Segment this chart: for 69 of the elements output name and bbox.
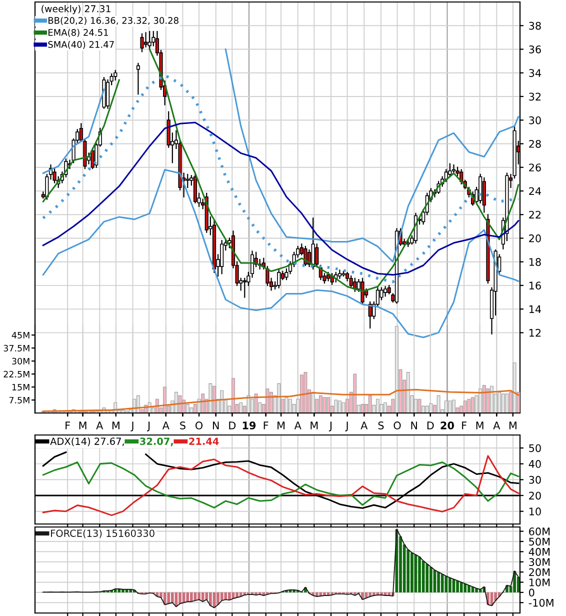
x-tick-label: M (476, 422, 484, 430)
x-tick-label: J (328, 422, 332, 432)
x-tick-label: A (493, 422, 500, 430)
x-tick-label: M (310, 422, 318, 430)
y-tick-label: 40 (528, 460, 541, 468)
x-tick-label: M (278, 422, 285, 430)
y-tick-label: 20 (529, 492, 541, 500)
x-tick-label: 19 (242, 422, 256, 430)
legend-label: ADX(14) 27.67, (50, 437, 124, 446)
y-tick-label: 36 (529, 45, 541, 54)
y-tick-label: 10 (529, 508, 541, 516)
y-tick-label: 26 (529, 164, 541, 172)
x-tick-label: S (378, 422, 384, 430)
x-tick-label: A (96, 422, 104, 430)
y-tick-label: 0 (529, 588, 534, 597)
x-tick-label: 20 (440, 422, 454, 430)
x-tick-label: N (212, 422, 219, 430)
y-tick-label: 24 (529, 187, 542, 195)
x-tick-label: A (294, 422, 302, 430)
text: FORCE(13) 15160330 (51, 529, 154, 538)
y-tick-label: 15M (12, 384, 30, 390)
x-tick-label: J (345, 422, 348, 432)
y-tick-label: 50 (529, 444, 541, 452)
y-tick-label: 37.5M (4, 344, 30, 352)
y-tick-label: 30 (529, 476, 541, 484)
y-tick-label: 38 (529, 22, 541, 30)
y-tick-label: 30M (12, 358, 30, 364)
y-tick-label: 20 (529, 234, 541, 242)
x-tick-label: D (229, 422, 236, 430)
y-tick-label: 20M (529, 568, 550, 576)
y-tick-label: 60M (529, 528, 550, 536)
legend-label: SMA(40) 21.47 (48, 40, 114, 49)
y-tick-label: 28 (529, 140, 541, 148)
y-tick-label: 32 (529, 92, 541, 101)
y-tick-label: 12 (529, 328, 541, 337)
x-tick-label: F (66, 422, 70, 430)
chart-title: (weekly) 27.31 (42, 5, 110, 14)
x-tick-label: J (146, 422, 150, 432)
y-tick-label: 18 (529, 258, 541, 266)
x-tick-label: A (360, 422, 368, 430)
y-tick-label: 22 (529, 210, 541, 219)
x-tick-label: J (130, 422, 134, 432)
y-tick-label: -10M (528, 598, 554, 607)
x-tick-label: F (462, 422, 466, 430)
x-tick-label: M (112, 422, 120, 430)
y-tick-label: 14 (529, 305, 542, 314)
x-tick-label: D (427, 422, 434, 430)
y-tick-label: 16 (529, 282, 541, 290)
y-tick-label: 45M (12, 332, 30, 338)
y-tick-label: 40M (528, 548, 550, 556)
y-tick-label: 50M (529, 538, 550, 546)
x-tick-label: O (196, 422, 203, 430)
x-tick-label: F (264, 422, 268, 430)
legend-label: 32.07, (140, 438, 173, 446)
x-tick-label: N (411, 422, 417, 430)
y-tick-label: 7.5M (9, 396, 30, 404)
legend-label: 21.44 (189, 438, 219, 445)
x-tick-label: A (162, 422, 170, 430)
legend-label: EMA(8) 24.51 (48, 28, 108, 37)
x-tick-label: O (394, 422, 401, 430)
x-tick-label: M (509, 422, 516, 430)
x-tick-label: M (79, 422, 86, 430)
y-tick-label: 10M (529, 578, 550, 586)
y-tick-label: 34 (529, 69, 542, 77)
legend-label: BB(20,2) 16.36, 23.32, 30.28 (48, 16, 178, 25)
y-tick-label: 30M (529, 558, 550, 566)
y-tick-label: 22.5M (4, 370, 30, 378)
y-tick-label: 30 (529, 116, 541, 124)
x-tick-label: S (180, 422, 186, 430)
